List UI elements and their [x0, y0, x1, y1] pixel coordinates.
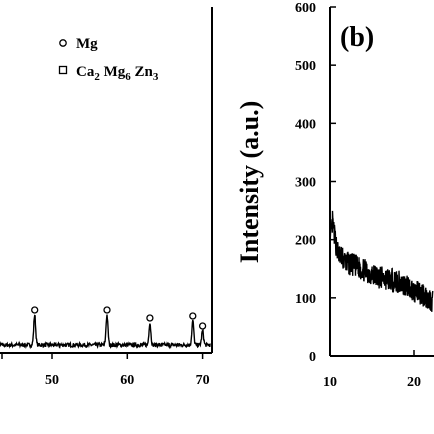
panel-b-x-tick-label: 20 — [407, 375, 421, 390]
peak-marker-2 — [146, 314, 154, 322]
panel-a-x-ticks: 50 60 70 — [1, 353, 210, 388]
panel-b-xrd-trace — [329, 210, 434, 312]
peak-marker-0 — [31, 306, 39, 314]
panel-b-y-ticks: 0 100 200 300 400 500 600 — [295, 1, 336, 365]
peak-marker-4 — [198, 322, 207, 330]
panel-b-y-tick-label: 500 — [295, 59, 316, 74]
panel-a-peak-markers — [31, 306, 207, 330]
panel-b-y-tick-label: 400 — [295, 117, 316, 132]
panel-b-y-tick-label: 0 — [309, 350, 316, 365]
panel-a-x-tick-label: 60 — [120, 373, 134, 388]
panel-b: 0 100 200 300 400 500 600 10 20 (b) Intensity (… — [235, 1, 434, 390]
peak-marker-1 — [103, 306, 111, 314]
panel-a-xrd-trace — [0, 314, 211, 350]
legend-label-ca2mg6zn3: Ca2 Mg6 Zn3 — [76, 64, 159, 83]
panel-a-legend: Mg Ca2 Mg6 Zn3 — [58, 36, 159, 83]
peak-marker-3 — [189, 312, 197, 320]
panel-b-y-tick-label: 200 — [295, 234, 316, 249]
legend-marker-circle — [59, 39, 67, 47]
panel-a-x-tick-label: 50 — [45, 373, 59, 388]
panel-b-label: (b) — [340, 22, 374, 53]
panel-b-y-tick-label: 300 — [295, 176, 316, 191]
panel-b-x-tick-label: 10 — [323, 375, 337, 390]
panel-b-y-axis-title: Intensity (a.u.) — [235, 101, 264, 264]
legend-marker-square — [58, 65, 68, 75]
legend-label-mg: Mg — [76, 36, 98, 52]
panel-b-x-ticks: 10 20 — [323, 350, 421, 390]
panel-a-x-tick-label: 70 — [196, 373, 210, 388]
panel-b-y-tick-label: 100 — [295, 292, 316, 307]
panel-a: 50 60 70 Mg Ca2 Mg6 Zn3 — [0, 7, 213, 388]
panel-b-y-tick-label: 600 — [295, 1, 316, 16]
